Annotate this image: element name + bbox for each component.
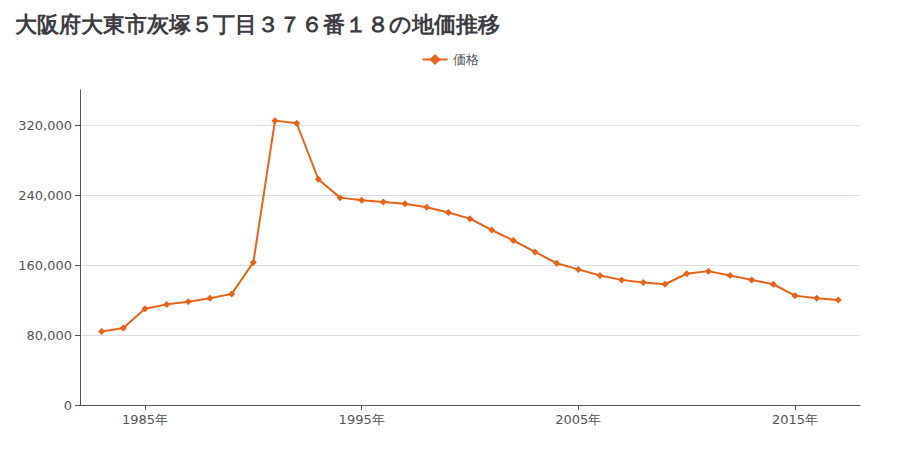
svg-text:2005年: 2005年 <box>555 412 601 427</box>
svg-text:2015年: 2015年 <box>772 412 818 427</box>
svg-text:大阪府大東市灰塚５丁目３７６番１８の地価推移: 大阪府大東市灰塚５丁目３７６番１８の地価推移 <box>15 12 500 37</box>
svg-text:320,000: 320,000 <box>18 118 72 133</box>
svg-text:80,000: 80,000 <box>27 328 73 343</box>
svg-text:価格: 価格 <box>453 52 479 67</box>
svg-text:240,000: 240,000 <box>18 188 72 203</box>
svg-text:0: 0 <box>64 398 72 413</box>
svg-text:1985年: 1985年 <box>122 412 168 427</box>
svg-text:160,000: 160,000 <box>18 258 72 273</box>
svg-text:1995年: 1995年 <box>339 412 385 427</box>
